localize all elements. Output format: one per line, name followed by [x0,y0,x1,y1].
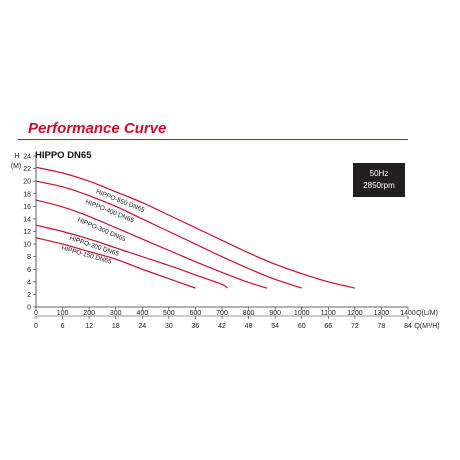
x2-tick-label: 24 [138,323,146,330]
curve-hippo-300-dn65 [35,199,268,289]
x2-tick-label: 84 [404,323,412,330]
x-tick-label: 300 [110,310,122,317]
x2-axis-label: Q(M³/H) [414,323,439,330]
y-tick-label: 20 [23,179,31,186]
x2-tick-label: 42 [218,323,226,330]
y-tick-label: 0 [27,305,31,312]
x2-tick-label: 18 [112,323,120,330]
x-tick-label: 100 [57,310,69,317]
y-tick-label: 22 [23,166,31,173]
speed-label: 2850rpm [363,181,395,190]
y-axis-unit: (M) [11,163,22,170]
model-name: HIPPO DN65 [35,150,92,161]
y-tick-label: 6 [27,267,31,274]
y-tick-label: 2 [27,292,31,299]
y-tick-label: 18 [23,191,31,198]
curve-hippo-400-dn65 [35,180,302,289]
x-tick-label: 1000 [294,310,310,317]
x2-tick-label: 48 [245,323,253,330]
x-tick-label: 1100 [321,310,336,317]
y-tick-label: 8 [27,254,31,261]
x2-tick-label: 60 [298,323,306,330]
title-divider [18,139,408,140]
x-tick-label: 500 [163,310,175,317]
x-tick-label: 1300 [374,310,390,317]
x-tick-label: 700 [216,310,228,317]
y-axis-label: H [14,153,19,160]
x2-tick-label: 72 [351,323,359,330]
y-tick-label: 4 [27,279,31,286]
x2-tick-label: 66 [324,323,332,330]
y-tick-label: 14 [23,216,31,223]
frequency-label: 50Hz [369,169,389,178]
x2-tick-label: 30 [165,323,173,330]
curve-hippo-150-dn65 [35,237,196,289]
y-tick-label: 10 [23,242,31,249]
x-tick-label: 900 [269,310,281,317]
x-axis-label: Q(L/M) [416,310,438,317]
x-tick-label: 1400 [400,310,416,317]
x2-tick-label: 12 [85,323,93,330]
x2-tick-label: 0 [34,323,38,330]
x-tick-label: 0 [34,310,38,317]
x-tick-label: 400 [136,310,148,317]
y-tick-label: 24 [23,154,31,161]
spec-box: 50Hz 2850rpm [353,163,405,197]
x-tick-label: 800 [243,310,255,317]
x2-tick-label: 54 [271,323,279,330]
curve-hippo-200-dn65 [35,224,228,289]
x2-tick-label: 36 [192,323,200,330]
x-tick-label: 1200 [347,310,363,317]
x2-tick-label: 6 [61,323,65,330]
x-tick-label: 200 [83,310,95,317]
y-tick-label: 12 [23,229,31,236]
x2-tick-label: 78 [378,323,386,330]
y-tick-label: 16 [23,204,31,211]
page-title: Performance Curve [28,120,167,137]
curve-hippo-550-dn65 [35,166,355,289]
x-tick-label: 600 [190,310,202,317]
